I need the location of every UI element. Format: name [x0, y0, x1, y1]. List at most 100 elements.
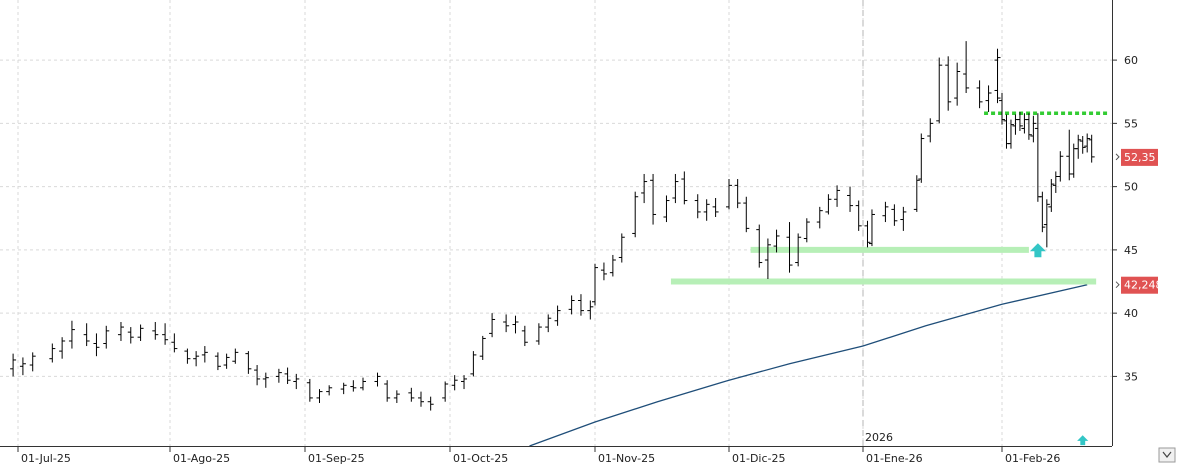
ohlc-bar [521, 325, 528, 347]
ohlc-bar [137, 324, 144, 341]
ohlc-bar [1084, 133, 1091, 153]
ohlc-bar [374, 372, 381, 387]
ohlc-bar [10, 353, 17, 377]
price-tag-box [1121, 148, 1158, 166]
ohlc-bar [461, 375, 468, 390]
ohlc-bar [927, 118, 934, 143]
ohlc-bar [223, 353, 230, 369]
ohlc-bar [1079, 136, 1086, 154]
x-tick-label: 01-Oct-25 [453, 452, 508, 465]
ohlc-bar [568, 295, 575, 315]
y-tick-label: 60 [1124, 54, 1138, 67]
y-tick-label: 40 [1124, 307, 1138, 320]
ohlc-bar [103, 325, 110, 349]
ohlc-bar [650, 173, 657, 225]
up-arrow-small-icon [1077, 435, 1089, 446]
ohlc-bar [945, 56, 952, 111]
ohlc-bar [1016, 111, 1023, 131]
ohlc-bar [936, 57, 943, 124]
ohlc-bar [326, 385, 333, 396]
ohlc-bar [1066, 129, 1073, 181]
scroll-button[interactable] [1158, 447, 1176, 463]
y-tick-label: 45 [1124, 244, 1138, 257]
ohlc-bar [479, 335, 486, 360]
ohlc-bar [847, 186, 854, 212]
ohlc-bar [184, 348, 191, 364]
ohlc-bar [1048, 179, 1055, 212]
ohlc-bar [609, 254, 616, 277]
price-axis: 35 40 45 50 55 60 [1112, 0, 1138, 446]
ohlc-bar [703, 199, 710, 221]
x-tick-label: 01-Ene-26 [866, 452, 923, 465]
x-tick-label: 01-Nov-25 [598, 452, 655, 465]
ohlc-bar [641, 173, 648, 204]
ohlc-bar [816, 206, 823, 229]
ohlc-bar [316, 389, 323, 403]
chevron-down-icon [1162, 451, 1172, 458]
ohlc-bar [577, 294, 584, 316]
year-separator: 2026 [862, 0, 893, 446]
ohlc-bar [587, 300, 594, 320]
ohlc-bars [10, 41, 1095, 411]
ohlc-bar [127, 327, 134, 344]
ohlc-bar [712, 198, 719, 217]
ohlc-bar [773, 229, 780, 253]
ohlc-bar [245, 351, 252, 374]
y-tick-label: 50 [1124, 181, 1138, 194]
price-tag-pointer [1115, 281, 1120, 289]
ohlc-bar [868, 209, 875, 247]
moving-average-line [529, 284, 1088, 447]
ohlc-bar [503, 314, 510, 333]
ohlc-bar [1025, 113, 1032, 140]
ohlc-bar [994, 49, 1001, 104]
ohlc-bar [918, 133, 925, 183]
ohlc-bar [393, 390, 400, 403]
ohlc-bar [162, 323, 169, 345]
ohlc-bar [293, 373, 300, 390]
ohlc-bar [1075, 134, 1082, 159]
ohlc-bar [19, 357, 26, 376]
ohlc-bar [68, 320, 75, 349]
ohlc-bar [999, 92, 1005, 125]
ohlc-bar [1007, 119, 1014, 149]
ohlc-bar [663, 195, 670, 223]
ohlc-bar [954, 62, 961, 106]
ohlc-bar [900, 206, 907, 231]
ohlc-bar [470, 351, 477, 377]
ohlc-bar [825, 194, 832, 215]
ohlc-bar [618, 233, 625, 263]
ohlc-bar [306, 378, 313, 402]
ohlc-bar [232, 348, 239, 364]
x-tick-label: 01-Ago-25 [173, 452, 230, 465]
price-tags: 52,35 42,248 [1115, 148, 1163, 294]
ohlc-bar [83, 323, 90, 347]
ohlc-bar [262, 372, 269, 388]
signal-markers [1029, 243, 1089, 446]
ohlc-bar [672, 173, 679, 204]
ohlc-bar [384, 380, 391, 402]
ohlc-bar [681, 171, 688, 205]
ohlc-bar [1057, 151, 1064, 182]
ohlc-bar [171, 333, 178, 353]
ohlc-bar [795, 233, 802, 267]
ohlc-bar [976, 80, 983, 109]
ohlc-bar [834, 185, 841, 207]
ohlc-bar [451, 375, 458, 391]
ohlc-bar [201, 346, 208, 363]
ohlc-bar [1034, 113, 1041, 202]
ohlc-bar [284, 367, 291, 385]
ohlc-bar [442, 381, 449, 402]
ohlc-bar [592, 263, 598, 306]
ohlc-bar [29, 352, 36, 372]
support-resistance-levels [670, 111, 1110, 285]
ohlc-bar [408, 387, 415, 402]
ohlc-bar [786, 222, 793, 273]
ohlc-bar [764, 238, 771, 279]
scroll-control[interactable] [1158, 447, 1176, 463]
price-tag-label: 52,35 [1124, 151, 1156, 164]
ohlc-bar [117, 322, 124, 341]
ohlc-bar [350, 380, 357, 392]
ohlc-bar [59, 337, 66, 359]
ohlc-bar [193, 351, 200, 367]
